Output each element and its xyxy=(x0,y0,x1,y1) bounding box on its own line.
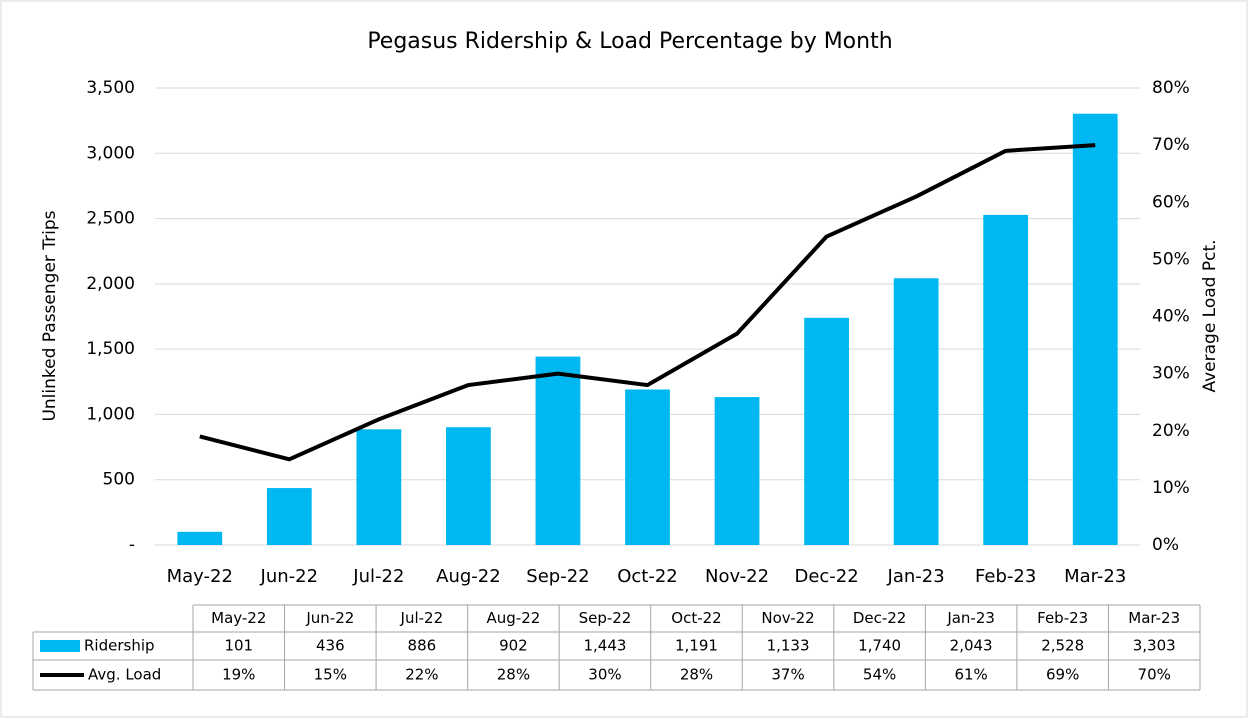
table-cell: 61% xyxy=(954,666,987,684)
bar xyxy=(177,531,223,545)
x-tick-label: Jan-23 xyxy=(887,566,945,587)
table-cell: 3,303 xyxy=(1133,637,1176,655)
x-tick-label: Jun-22 xyxy=(260,566,319,587)
data-table: May-22 Jun-22 Jul-22 Aug-22 Sep-22 Oct-22 Nov-… xyxy=(32,604,1201,691)
bar xyxy=(625,389,670,545)
table-cell: 902 xyxy=(499,637,528,655)
y-tick-label: 500 xyxy=(103,470,135,490)
table-cell: 1,133 xyxy=(767,637,810,655)
y-axis-title: Unlinked Passenger Trips xyxy=(40,210,60,421)
y-tick-label: - xyxy=(129,535,135,555)
y2-tick-label: 30% xyxy=(1152,364,1190,384)
x-tick-label: Feb-23 xyxy=(975,566,1036,587)
y-tick-label: 1,000 xyxy=(86,404,135,424)
table-cell: 886 xyxy=(408,637,437,655)
y2-tick-label: 0% xyxy=(1152,535,1179,555)
x-tick-label: Aug-22 xyxy=(436,566,501,587)
table-header: Dec-22 xyxy=(853,609,907,627)
table-cell: 54% xyxy=(863,666,896,684)
bar xyxy=(1072,113,1118,546)
x-tick-label: Jul-22 xyxy=(352,566,404,587)
table-header: Jun-22 xyxy=(305,609,354,627)
table-cell: 70% xyxy=(1138,666,1171,684)
table-cell: 22% xyxy=(405,666,438,684)
table-header: Nov-22 xyxy=(761,609,814,627)
y2-axis-title: Average Load Pct. xyxy=(1200,239,1220,392)
table-header: Jul-22 xyxy=(400,609,444,627)
table-header: Oct-22 xyxy=(671,609,721,627)
x-tick-label: Dec-22 xyxy=(794,566,858,587)
y2-tick-label: 80% xyxy=(1152,78,1190,98)
table-cell: 30% xyxy=(588,666,621,684)
line xyxy=(199,143,1096,462)
table-cell: 2,528 xyxy=(1041,637,1084,655)
y2-tick-label: 40% xyxy=(1152,307,1190,327)
legend-label: Ridership xyxy=(84,637,155,655)
table-cell: 19% xyxy=(222,666,255,684)
table-cell: 37% xyxy=(771,666,804,684)
table-header: Feb-23 xyxy=(1037,609,1088,627)
y-tick-label: 1,500 xyxy=(86,339,135,359)
x-tick-label: Nov-22 xyxy=(705,566,769,587)
bar xyxy=(266,488,312,545)
table-cell: 15% xyxy=(314,666,347,684)
bar xyxy=(446,427,491,545)
x-tick-label: Oct-22 xyxy=(617,566,678,587)
y2-tick-label: 10% xyxy=(1152,478,1190,498)
table-header: Aug-22 xyxy=(487,609,541,627)
table-header: May-22 xyxy=(211,609,266,627)
legend-key xyxy=(40,640,80,652)
table-cell: 1,443 xyxy=(583,637,626,655)
table-cell: 28% xyxy=(680,666,713,684)
x-tick-label: Sep-22 xyxy=(526,566,589,587)
y2-tick-label: 60% xyxy=(1152,192,1190,212)
x-tick-label: May-22 xyxy=(167,566,233,587)
bar xyxy=(983,214,1029,545)
bar xyxy=(714,397,760,545)
table-header: Sep-22 xyxy=(579,609,632,627)
table-cell: 69% xyxy=(1046,666,1079,684)
table-cell: 436 xyxy=(316,637,345,655)
y-tick-label: 3,500 xyxy=(86,78,135,98)
y2-tick-label: 50% xyxy=(1152,249,1190,269)
y2-tick-label: 70% xyxy=(1152,135,1190,155)
x-tick-label: Mar-23 xyxy=(1064,566,1126,587)
y2-tick-label: 20% xyxy=(1152,421,1190,441)
table-cell: 2,043 xyxy=(950,637,993,655)
y-tick-label: 2,000 xyxy=(86,274,135,294)
bar xyxy=(535,356,581,545)
legend-label: Avg. Load xyxy=(88,666,161,684)
chart-title: Pegasus Ridership & Load Percentage by M… xyxy=(367,29,892,54)
table-cell: 101 xyxy=(224,637,253,655)
table-cell: 28% xyxy=(497,666,530,684)
y-tick-label: 2,500 xyxy=(86,209,135,229)
bar xyxy=(893,278,939,545)
bar xyxy=(804,317,849,545)
bar xyxy=(356,429,402,545)
table-cell: 1,740 xyxy=(858,637,901,655)
table-header: Jan-23 xyxy=(946,609,995,627)
y-tick-label: 3,000 xyxy=(86,143,135,163)
table-header: Mar-23 xyxy=(1128,609,1180,627)
table-cell: 1,191 xyxy=(675,637,718,655)
